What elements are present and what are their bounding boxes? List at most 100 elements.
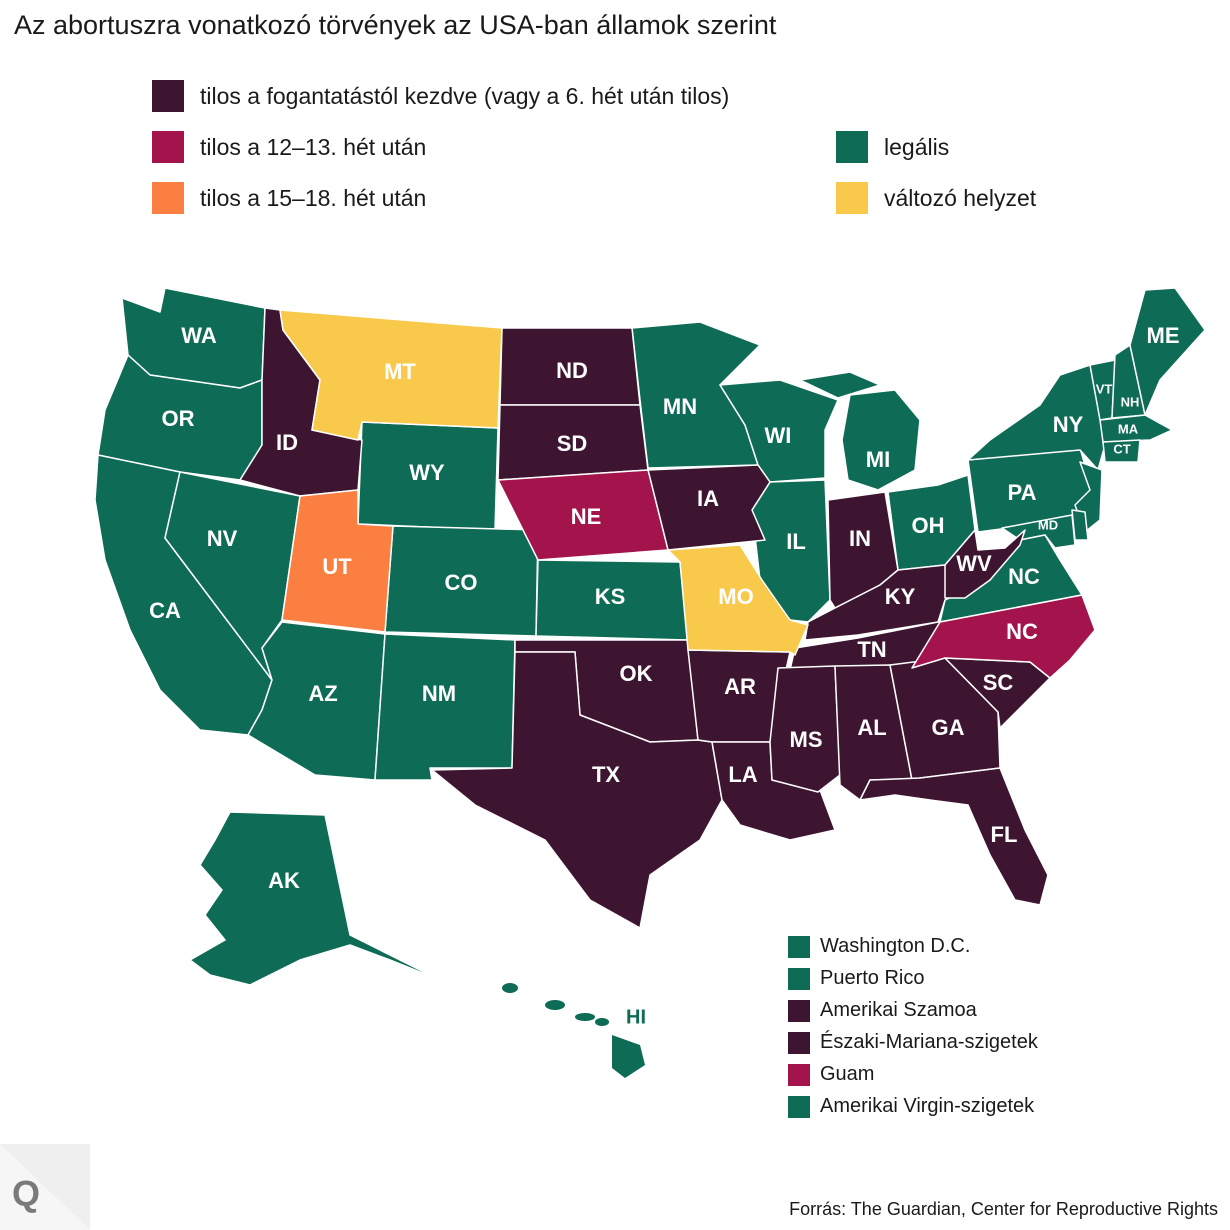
label-nh: NH bbox=[1121, 394, 1140, 409]
legend-label-banned-15-18: tilos a 15–18. hét után bbox=[200, 184, 427, 211]
legend-swatch-changing bbox=[836, 182, 868, 214]
state-ak[interactable] bbox=[189, 811, 441, 986]
label-me: ME bbox=[1147, 323, 1180, 348]
territory-item: Guam bbox=[788, 1063, 874, 1086]
label-ks: KS bbox=[595, 584, 626, 609]
label-ct: CT bbox=[1113, 441, 1130, 456]
label-pa: PA bbox=[1008, 480, 1037, 505]
label-nv: NV bbox=[207, 526, 238, 551]
territory-label: Guam bbox=[820, 1063, 875, 1085]
state-wv[interactable] bbox=[944, 529, 1026, 599]
territory-swatch bbox=[788, 1063, 810, 1086]
label-nd: ND bbox=[556, 358, 588, 383]
label-de: DE bbox=[1097, 527, 1115, 542]
label-md: MD bbox=[1038, 517, 1058, 532]
label-mo: MO bbox=[718, 584, 753, 609]
label-wi: WI bbox=[765, 423, 792, 448]
label-va: NC bbox=[1008, 564, 1040, 589]
state-ma[interactable] bbox=[1099, 414, 1173, 443]
label-sc: SC bbox=[983, 670, 1014, 695]
label-mt: MT bbox=[384, 359, 416, 384]
state-me[interactable] bbox=[1129, 287, 1206, 416]
territory-label: Puerto Rico bbox=[820, 967, 925, 989]
territory-swatch bbox=[788, 999, 810, 1022]
territory-label: Északi-Mariana-szigetek bbox=[820, 1031, 1038, 1053]
state-ct[interactable] bbox=[1102, 439, 1141, 463]
label-or: OR bbox=[162, 406, 195, 431]
label-il: IL bbox=[786, 529, 806, 554]
label-mi: MI bbox=[866, 447, 890, 472]
label-vt: VT bbox=[1096, 381, 1113, 396]
label-ma: MA bbox=[1118, 421, 1139, 436]
label-ne: NE bbox=[571, 504, 602, 529]
legend-changing: változó helyzet bbox=[836, 182, 1036, 214]
territory-label: Amerikai Szamoa bbox=[820, 999, 977, 1021]
label-in: IN bbox=[849, 526, 871, 551]
state-tx[interactable] bbox=[431, 651, 723, 929]
territory-label: Washington D.C. bbox=[820, 935, 971, 957]
state-mt[interactable] bbox=[279, 309, 503, 441]
state-fl[interactable] bbox=[859, 767, 1049, 906]
territory-item: Puerto Rico bbox=[788, 967, 925, 990]
territory-label: Amerikai Virgin-szigetek bbox=[820, 1095, 1035, 1117]
legend-swatch-banned-12-13 bbox=[152, 131, 184, 163]
label-ky: KY bbox=[885, 584, 916, 609]
legend-label-banned-12-13: tilos a 12–13. hét után bbox=[200, 133, 427, 160]
legend-swatch-banned-15-18 bbox=[152, 182, 184, 214]
page-title: Az abortuszra vonatkozó törvények az USA… bbox=[14, 10, 777, 40]
legend-banned-15-18: tilos a 15–18. hét után bbox=[152, 182, 426, 214]
label-la: LA bbox=[728, 762, 757, 787]
legend-label-changing: változó helyzet bbox=[884, 184, 1037, 211]
label-tx: TX bbox=[592, 762, 620, 787]
legend-swatch-banned bbox=[152, 80, 184, 112]
state-nc[interactable] bbox=[911, 594, 1096, 679]
legend-banned: tilos a fogantatástól kezdve (vagy a 6. … bbox=[152, 80, 729, 112]
territory-item: Északi-Mariana-szigetek bbox=[788, 1031, 1038, 1054]
legend-label-legal: legális bbox=[884, 133, 950, 160]
state-ut[interactable] bbox=[281, 489, 394, 633]
label-az: AZ bbox=[308, 681, 337, 706]
label-tn: TN bbox=[857, 637, 886, 662]
label-hi: HI bbox=[626, 1006, 646, 1028]
label-nc: NC bbox=[1006, 619, 1038, 644]
state-ne[interactable] bbox=[497, 469, 669, 561]
territory-swatch bbox=[788, 1031, 810, 1054]
label-sd: SD bbox=[557, 431, 588, 456]
territory-swatch bbox=[788, 1095, 810, 1118]
state-hi[interactable] bbox=[502, 983, 645, 1078]
label-ga: GA bbox=[932, 715, 965, 740]
territory-item: Washington D.C. bbox=[788, 935, 970, 958]
legend-banned-12-13: tilos a 12–13. hét után bbox=[152, 131, 426, 163]
label-nj: NJ bbox=[1108, 495, 1125, 510]
state-wi[interactable] bbox=[719, 379, 839, 483]
state-nm[interactable] bbox=[374, 633, 516, 781]
q-logo: Q bbox=[0, 1144, 90, 1230]
legend-legal: legális bbox=[836, 131, 949, 163]
label-ok: OK bbox=[620, 661, 653, 686]
state-mi[interactable] bbox=[799, 371, 921, 491]
label-ms: MS bbox=[790, 727, 823, 752]
label-nm: NM bbox=[422, 681, 456, 706]
label-fl: FL bbox=[991, 822, 1018, 847]
label-id: ID bbox=[276, 430, 298, 455]
label-ut: UT bbox=[322, 554, 352, 579]
q-logo-letter: Q bbox=[12, 1173, 40, 1214]
label-co: CO bbox=[445, 570, 478, 595]
state-ny[interactable] bbox=[967, 364, 1106, 471]
territory-swatch bbox=[788, 967, 810, 990]
label-wa: WA bbox=[181, 323, 217, 348]
legend-swatch-legal bbox=[836, 131, 868, 163]
legend-label-banned: tilos a fogantatástól kezdve (vagy a 6. … bbox=[200, 82, 730, 109]
label-al: AL bbox=[857, 715, 886, 740]
label-ak: AK bbox=[268, 868, 300, 893]
label-ca: CA bbox=[149, 598, 181, 623]
source-note: Forrás: The Guardian, Center for Reprodu… bbox=[789, 1199, 1218, 1219]
state-mo[interactable] bbox=[667, 544, 809, 656]
territory-swatch bbox=[788, 935, 810, 958]
label-ar: AR bbox=[724, 674, 756, 699]
label-oh: OH bbox=[912, 513, 945, 538]
label-mn: MN bbox=[663, 394, 697, 419]
label-ny: NY bbox=[1053, 412, 1084, 437]
label-ia: IA bbox=[697, 486, 719, 511]
